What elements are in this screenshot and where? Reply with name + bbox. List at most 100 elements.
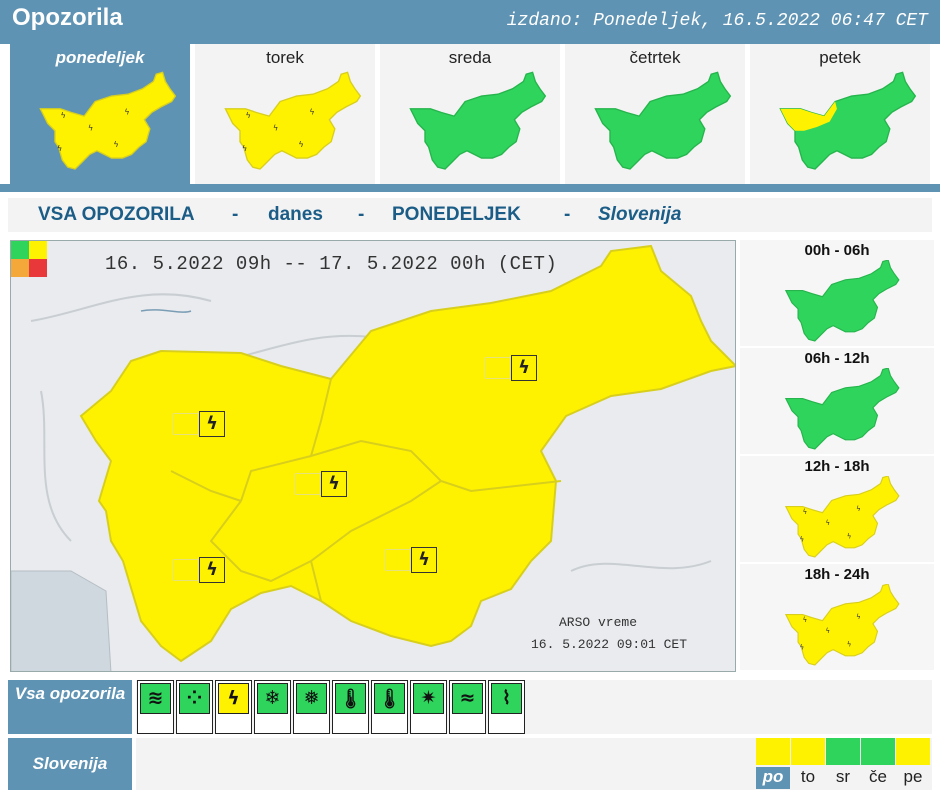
- all-warnings-label[interactable]: VSA OPOZORILA: [38, 204, 195, 225]
- period-06-12[interactable]: 06h - 12h: [740, 348, 934, 454]
- thunderstorm-icon: ϟ: [242, 143, 247, 153]
- summary-day-po[interactable]: po: [756, 738, 791, 790]
- tab-petek[interactable]: petek: [750, 44, 930, 184]
- period-12-18[interactable]: 12h - 18h ϟ ϟ ϟ ϟ ϟ: [740, 456, 934, 562]
- level-swatch: [791, 738, 825, 765]
- header-bar: Opozorila izdano: Ponedeljek, 16.5.2022 …: [0, 0, 940, 44]
- summary-day-label: sr: [835, 767, 851, 786]
- tab-ponedeljek[interactable]: ponedeljek ϟ ϟ ϟ ϟ ϟ: [10, 44, 190, 184]
- warning-type-low-temperature[interactable]: 🌡: [371, 680, 408, 734]
- region-fill: [39, 71, 177, 170]
- tab-label: sreda: [448, 48, 492, 67]
- warning-level-box: 🌡: [374, 683, 405, 714]
- summary-day-če[interactable]: če: [861, 738, 896, 790]
- thunderstorm-icon: ϟ: [856, 505, 861, 513]
- source-label: ARSO vreme: [559, 615, 638, 630]
- slovenia-map-thumbnail: ϟ ϟ ϟ ϟ ϟ: [784, 584, 900, 666]
- tab-label: ponedeljek: [55, 48, 145, 67]
- legend-yellow: [29, 241, 47, 259]
- thunderstorm-icon[interactable]: ϟ: [199, 411, 225, 437]
- thunderstorm-icon: ϟ: [856, 613, 861, 621]
- period-column: 00h - 06h 06h - 12h 12h - 18h ϟ ϟ ϟ ϟ ϟ 18h …: [740, 240, 934, 672]
- warning-type-wind[interactable]: ≋: [137, 680, 174, 734]
- summary-day-pe[interactable]: pe: [896, 738, 931, 790]
- summary-day-label: po: [756, 767, 790, 789]
- thunderstorm-icon: ϟ: [826, 627, 831, 635]
- tab-label: petek: [819, 48, 861, 67]
- thunderstorm-icon[interactable]: ϟ: [411, 547, 437, 573]
- warning-type-coastal-event[interactable]: ⌇: [488, 680, 525, 734]
- summary-day-to[interactable]: to: [791, 738, 826, 790]
- warning-type-high-temperature[interactable]: 🌡: [332, 680, 369, 734]
- high-temperature-icon: 🌡: [338, 688, 363, 710]
- summary-day-label: to: [800, 767, 816, 786]
- warning-type-rain[interactable]: ⁘: [176, 680, 213, 734]
- region-fill: [224, 71, 362, 170]
- region-fill: [784, 368, 900, 450]
- slovenia-map-thumbnail: [409, 71, 547, 170]
- region-fill: [784, 476, 900, 558]
- thunderstorm-icon: ϟ: [847, 641, 852, 649]
- period-label: 06h - 12h: [804, 350, 870, 367]
- thunderstorm-icon: ϟ: [245, 110, 250, 120]
- period-label: 00h - 06h: [804, 242, 870, 259]
- period-00-06[interactable]: 00h - 06h: [740, 240, 934, 346]
- region-label[interactable]: Slovenija: [598, 204, 682, 225]
- map-terrain: [11, 244, 735, 671]
- separator: -: [564, 204, 571, 225]
- legend-red: [29, 259, 47, 277]
- thunderstorm-icon[interactable]: ϟ: [511, 355, 537, 381]
- low-temperature-icon: 🌡: [377, 688, 402, 710]
- thunderstorm-icon: ϟ: [273, 123, 278, 133]
- region-fill: [409, 71, 547, 170]
- warning-type-thunderstorm[interactable]: ϟ: [215, 680, 252, 734]
- thunderstorm-icon: ϟ: [88, 123, 93, 133]
- app-title: Opozorila: [12, 4, 123, 31]
- summary-day-sr[interactable]: sr: [826, 738, 861, 790]
- separator: -: [358, 204, 365, 225]
- region-fill-yellow: [780, 101, 837, 131]
- divider: [0, 184, 940, 192]
- tab-torek[interactable]: torek ϟ ϟ ϟ ϟ ϟ: [195, 44, 375, 184]
- summary-day-label: pe: [903, 767, 923, 786]
- all-warnings-row-label[interactable]: Vsa opozorila: [8, 680, 132, 734]
- thunderstorm-icon: ϟ: [826, 519, 831, 527]
- slovenia-map-thumbnail: [784, 368, 900, 450]
- warning-type-snow-ice[interactable]: ❅: [293, 680, 330, 734]
- thunderstorm-icon: ϟ: [800, 644, 805, 652]
- validity-period: 16. 5.2022 09h -- 17. 5.2022 00h (CET): [105, 253, 558, 275]
- thunderstorm-icon: ϟ: [847, 533, 852, 541]
- region-row-label[interactable]: Slovenija: [8, 738, 132, 790]
- slovenia-map-thumbnail: [594, 71, 732, 170]
- warning-level-box: ≈: [452, 683, 483, 714]
- warning-level-box: ❅: [296, 683, 327, 714]
- summary-day-label: če: [869, 767, 887, 786]
- slovenia-map-thumbnail: ϟ ϟ ϟ ϟ ϟ: [224, 71, 362, 170]
- thunderstorm-icon: ϟ: [57, 143, 62, 153]
- snow-icon: ❄: [264, 687, 281, 709]
- level-swatch: [756, 738, 790, 765]
- period-label: 12h - 18h: [804, 458, 870, 475]
- thunderstorm-icon: ϟ: [309, 106, 314, 116]
- warning-level-box: ⌇: [491, 683, 522, 714]
- region-fill: [784, 260, 900, 342]
- coastal-event-icon: ⌇: [501, 687, 512, 709]
- region-fill: [779, 71, 917, 170]
- thunderstorm-icon[interactable]: ϟ: [199, 557, 225, 583]
- marker-shadow: [173, 559, 199, 581]
- forest-fire-icon: ✷: [420, 687, 437, 709]
- warning-type-forest-fire[interactable]: ✷: [410, 680, 447, 734]
- tab-cetrtek[interactable]: četrtek: [565, 44, 745, 184]
- warning-type-snow[interactable]: ❄: [254, 680, 291, 734]
- warning-level-box: ϟ: [218, 683, 249, 714]
- day-label[interactable]: PONEDELJEK: [392, 204, 521, 225]
- level-swatch: [861, 738, 895, 765]
- warning-type-fog[interactable]: ≈: [449, 680, 486, 734]
- thunderstorm-icon: ϟ: [227, 687, 240, 709]
- period-18-24[interactable]: 18h - 24h ϟ ϟ ϟ ϟ ϟ: [740, 564, 934, 670]
- today-label[interactable]: danes: [268, 204, 323, 225]
- tab-sreda[interactable]: sreda: [380, 44, 560, 184]
- thunderstorm-icon[interactable]: ϟ: [321, 471, 347, 497]
- warning-level-box: ⁘: [179, 683, 210, 714]
- tab-label: četrtek: [629, 48, 681, 67]
